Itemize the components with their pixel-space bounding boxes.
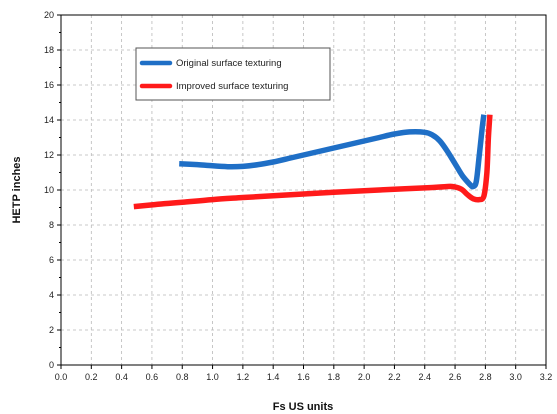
y-tick-label: 6 [49,255,54,265]
x-tick-label: 1.0 [206,372,219,382]
x-tick-label: 0.6 [146,372,159,382]
legend: Original surface texturing Improved surf… [135,47,331,101]
y-tick-label: 0 [49,360,54,370]
x-tick-label: 1.6 [297,372,310,382]
x-tick-label: 2.2 [388,372,401,382]
y-tick-label: 14 [44,115,54,125]
y-tick-label: 8 [49,220,54,230]
x-tick-label: 0.0 [55,372,68,382]
x-tick-label: 1.2 [237,372,250,382]
y-tick-label: 12 [44,150,54,160]
legend-label-original: Original surface texturing [176,58,282,69]
legend-label-improved: Improved surface texturing [176,81,288,92]
x-axis: 0.0 0.2 0.4 0.6 0.8 1.0 1.2 1.4 1.6 1.8 2.0 2.2 2.4 2… [55,365,553,382]
x-tick-label: 2.6 [449,372,462,382]
y-tick-label: 2 [49,325,54,335]
y-axis: 0 2 4 6 8 10 12 14 16 18 20 [44,10,61,370]
legend-box [135,47,331,101]
x-tick-label: 2.0 [358,372,371,382]
y-tick-label: 16 [44,80,54,90]
series-line-0 [179,114,487,190]
x-tick-label: 3.2 [540,372,553,382]
x-tick-label: 1.8 [328,372,341,382]
y-tick-label: 18 [44,45,54,55]
series-group [133,114,493,210]
x-tick-label: 0.8 [176,372,189,382]
x-axis-title: Fs US units [273,401,334,413]
x-tick-label: 3.0 [509,372,522,382]
x-tick-label: 2.8 [479,372,492,382]
x-tick-label: 0.2 [85,372,98,382]
y-axis-title: HETP inches [11,156,23,223]
y-tick-label: 10 [44,185,54,195]
y-tick-label: 20 [44,10,54,20]
x-tick-label: 1.4 [267,372,280,382]
series-line-1 [133,114,493,210]
x-tick-label: 2.4 [418,372,431,382]
y-tick-label: 4 [49,290,54,300]
x-tick-label: 0.4 [115,372,128,382]
